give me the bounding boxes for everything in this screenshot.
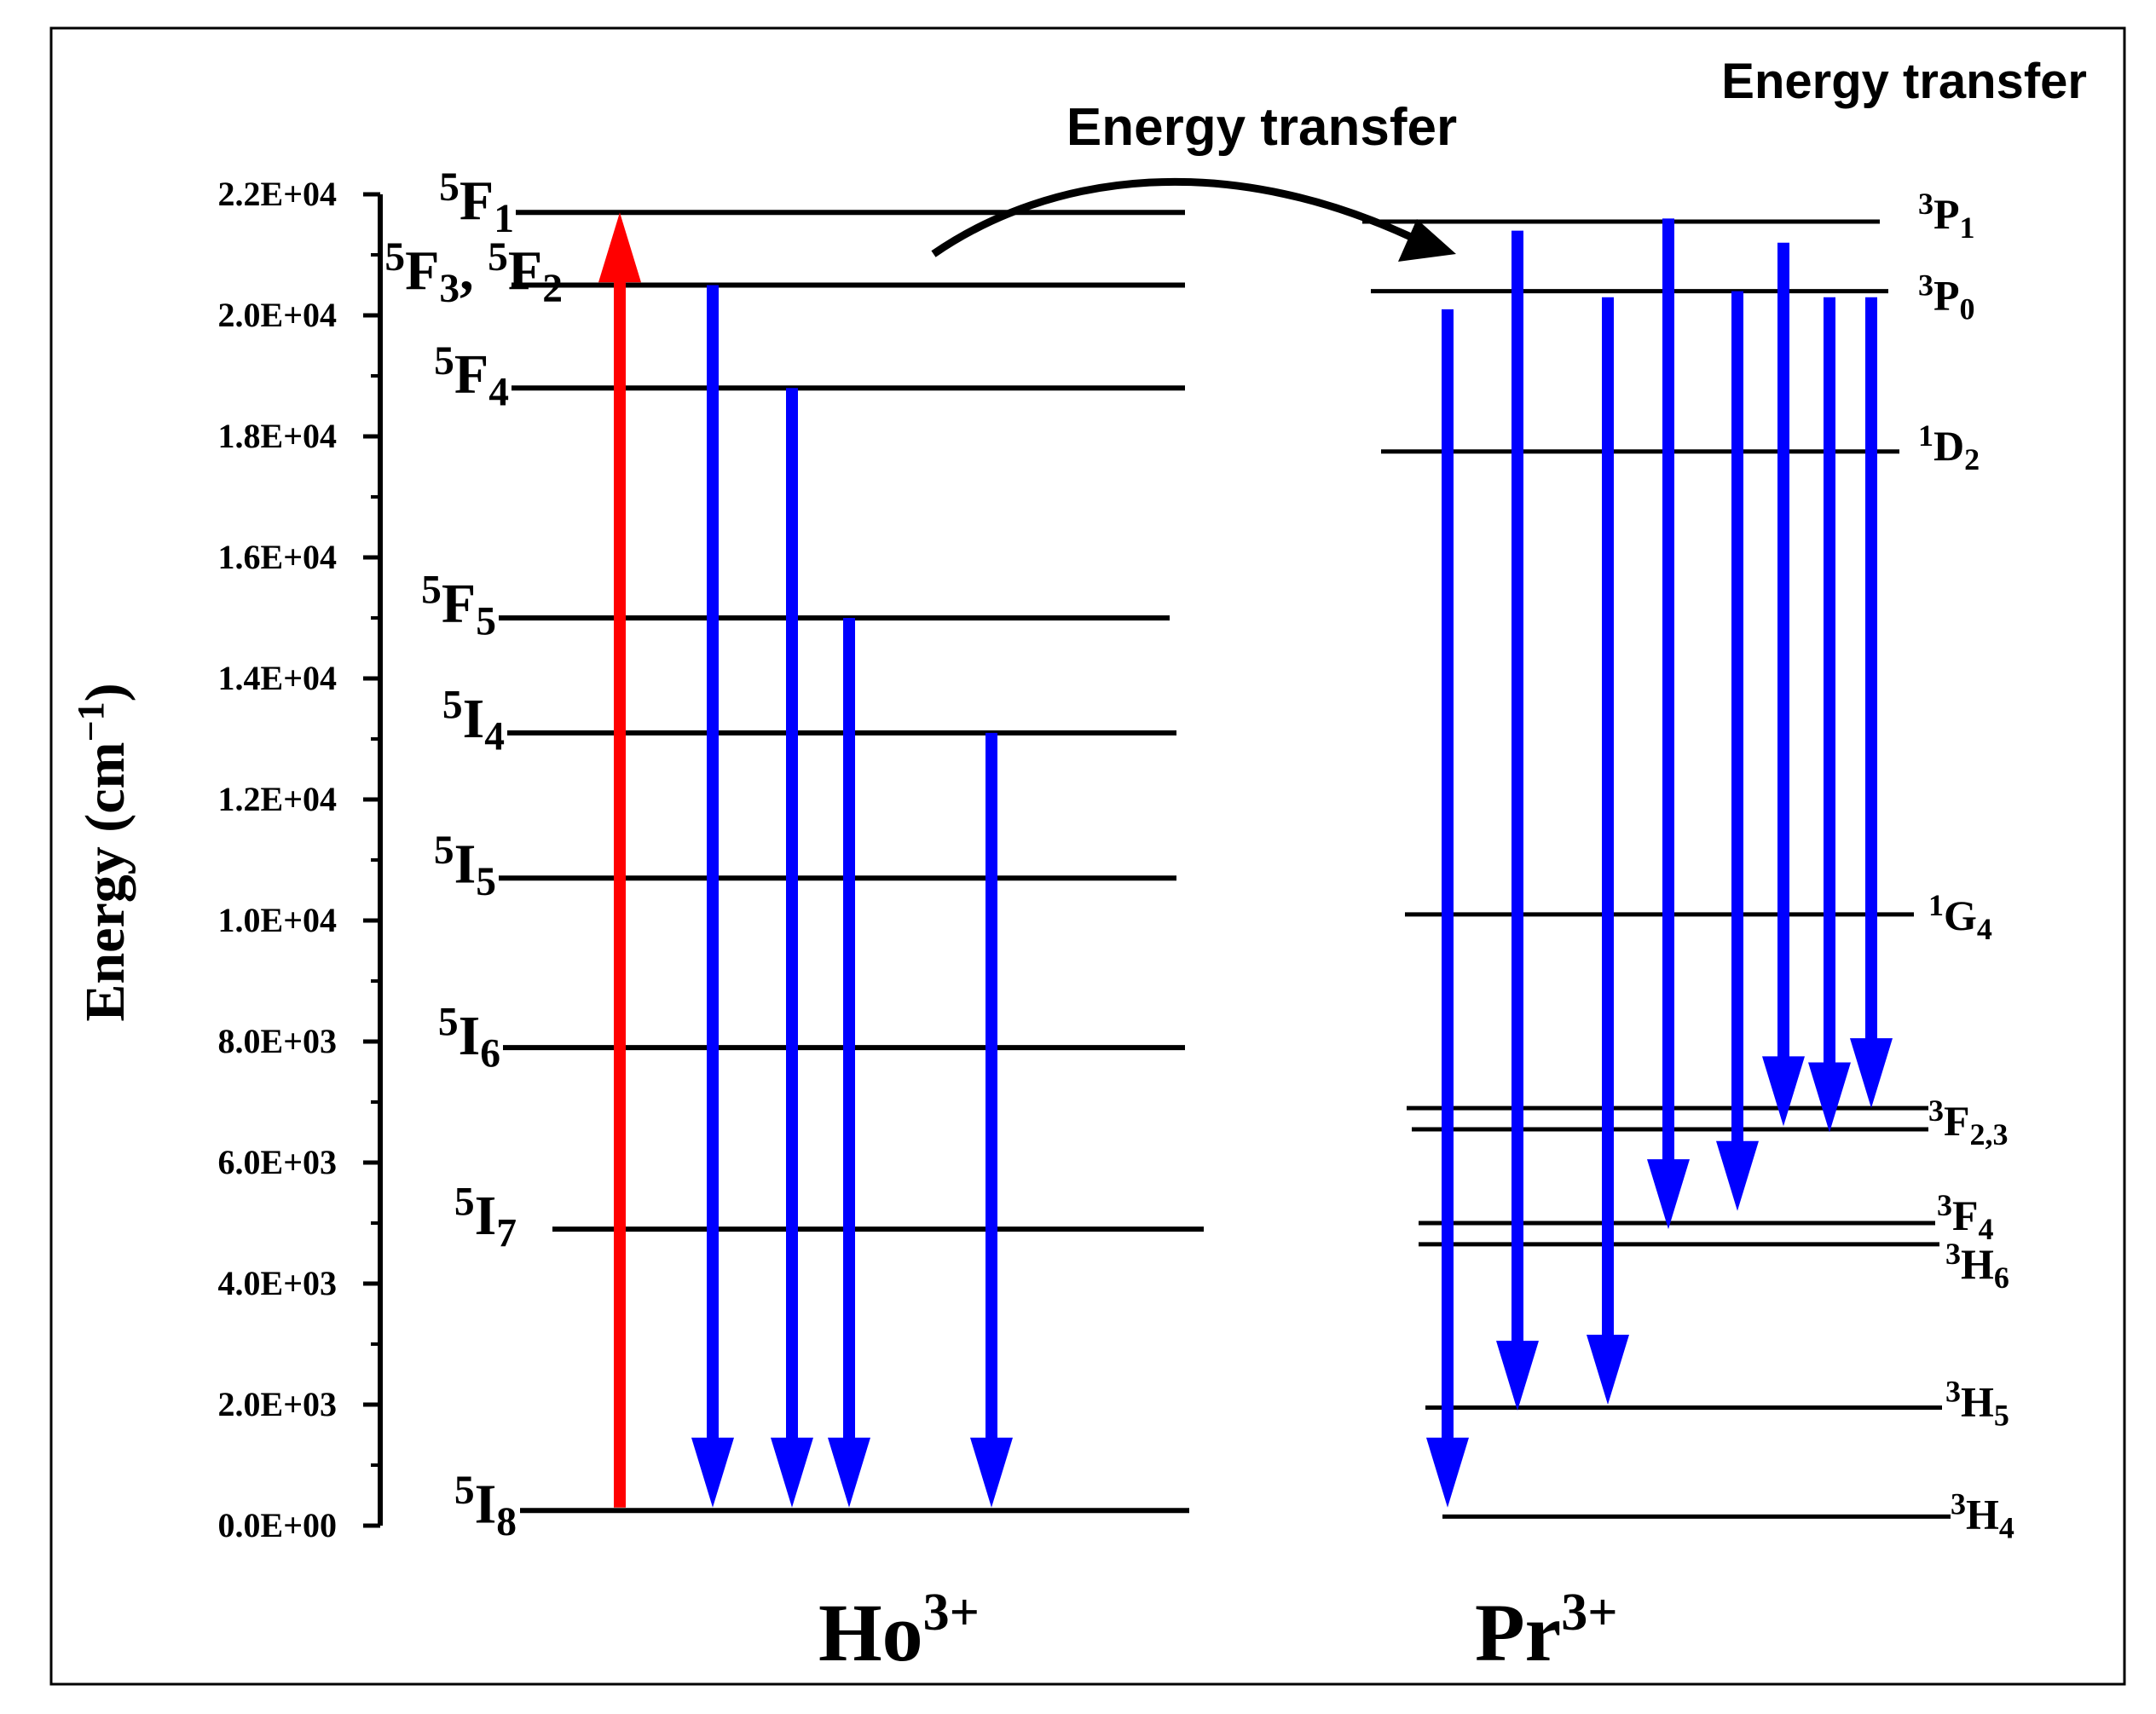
axis-tick-label: 8.0E+03 xyxy=(218,1022,337,1060)
axis-title-close: ) xyxy=(74,683,136,701)
axis-tick-label: 1.0E+04 xyxy=(218,901,337,939)
pr-level-label: 3F4 xyxy=(1937,1188,1994,1246)
pr-level-label: 3P1 xyxy=(1918,187,1975,245)
ho-level-label: 5F5 xyxy=(421,568,496,644)
axis-tick-label: 4.0E+03 xyxy=(218,1264,337,1302)
axis-tick-label: 1.2E+04 xyxy=(218,780,337,818)
pr-ion-base: Pr xyxy=(1475,1587,1561,1678)
axis-tick-label: 2.2E+04 xyxy=(218,175,337,213)
axis-title-main: Energy (cm xyxy=(74,742,136,1021)
ho-emission-arrow xyxy=(771,388,813,1508)
ho-ion-label: Ho3+ xyxy=(818,1584,980,1678)
pr-level-label: 3H4 xyxy=(1951,1486,2014,1544)
pr-level-label: 1G4 xyxy=(1928,888,1992,946)
ho-emission-arrow xyxy=(691,285,734,1508)
ho-level-label: 5I4 xyxy=(442,684,505,759)
axis-title-exponent: −1 xyxy=(70,701,112,742)
energy-transfer-arrow xyxy=(931,177,1435,257)
ho-emission-arrow xyxy=(828,618,870,1508)
pr-ion-charge: 3+ xyxy=(1561,1584,1617,1642)
pr-emission-arrow xyxy=(1762,242,1805,1127)
axis-tick-label: 2.0E+03 xyxy=(218,1385,337,1423)
pr-emission-arrow xyxy=(1426,309,1469,1508)
energy-axis: 0.0E+00 2.0E+03 4.0E+03 6.0E+03 8.0E+03 1.0E+… xyxy=(70,175,383,1544)
axis-ticks: 0.0E+00 2.0E+03 4.0E+03 6.0E+03 8.0E+03 1.0E+… xyxy=(218,175,380,1544)
axis-tick-label: 6.0E+03 xyxy=(218,1143,337,1181)
pr-ion-label: Pr3+ xyxy=(1475,1584,1618,1678)
ho-level-label: 5F1 xyxy=(439,165,514,241)
axis-tick-label: 0.0E+00 xyxy=(218,1506,337,1544)
pr-emission-arrow xyxy=(1808,297,1851,1133)
transition-arrows xyxy=(598,212,1893,1508)
ho-level-label: 5F4 xyxy=(434,339,509,415)
figure-frame xyxy=(49,26,2126,1686)
ho-level-label: 5I5 xyxy=(434,828,496,904)
axis-tick-label: 1.8E+04 xyxy=(218,417,337,455)
energy-transfer-arrow-label: Energy transfer xyxy=(1066,98,1457,157)
pr-level-label: 3H6 xyxy=(1945,1237,2009,1295)
energy-transfer-arrowhead xyxy=(1398,219,1456,262)
pr-emission-arrow xyxy=(1587,297,1629,1405)
ho-emission-arrow xyxy=(970,732,1013,1508)
ho-ion-charge: 3+ xyxy=(923,1584,980,1642)
ho-ion-base: Ho xyxy=(818,1587,923,1678)
pr-level-label: 3F2,3 xyxy=(1928,1094,2009,1151)
pr-emission-arrow xyxy=(1496,230,1539,1411)
ho-level-label: 5F3, 5F2 xyxy=(384,235,563,311)
ho-level-label: 5I6 xyxy=(438,1001,500,1076)
axis-tick-label: 1.4E+04 xyxy=(218,659,337,697)
pr-emission-arrow xyxy=(1716,291,1759,1211)
energy-transfer-heading: Energy transfer xyxy=(1721,54,2087,109)
ho-level-label: 5I7 xyxy=(454,1180,517,1256)
excitation-arrow xyxy=(598,212,641,1508)
axis-tick-label: 1.6E+04 xyxy=(218,538,337,576)
pr-emission-arrow xyxy=(1647,218,1690,1230)
pr-emission-arrow xyxy=(1850,297,1893,1109)
pr-level-label: 3P0 xyxy=(1918,268,1975,326)
axis-tick-label: 2.0E+04 xyxy=(218,296,337,334)
pr-level-label: 1D2 xyxy=(1918,418,1980,476)
pr-level-label: 3H5 xyxy=(1945,1375,2009,1433)
ho-level-label: 5I8 xyxy=(454,1469,517,1544)
axis-title: Energy (cm−1) xyxy=(70,683,136,1021)
